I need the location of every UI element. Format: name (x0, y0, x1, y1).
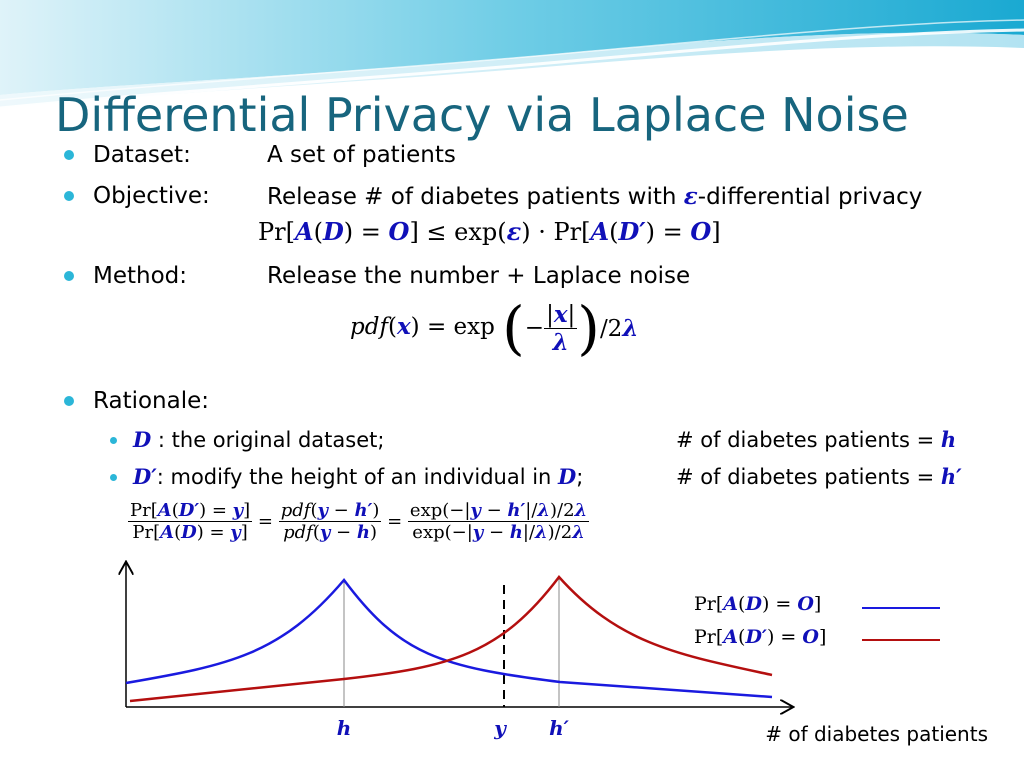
legend-entry-blue: Pr[A(D) = O] (694, 593, 822, 615)
marker-label-hprime: h′ (549, 716, 570, 740)
ratio-formula: Pr[A(D′) = y] Pr[A(D) = y] = pdf(y − h′) p… (128, 500, 590, 543)
series-red-curve (129, 575, 773, 703)
dataset-label: Dataset: (93, 142, 191, 168)
slide-title: Differential Privacy via Laplace Noise (55, 88, 909, 142)
laplace-pdf-formula: pdf(x) = exp (− |x| λ)/2λ (350, 294, 639, 362)
method-label: Method: (93, 263, 188, 289)
dataset-value: A set of patients (267, 142, 456, 168)
x-axis-label: # of diabetes patients (765, 722, 988, 746)
series-blue-curve (125, 577, 773, 699)
bullet-icon (64, 271, 74, 281)
objective-label: Objective: (93, 183, 210, 209)
marker-label-y: y (493, 716, 507, 740)
legend-entry-red: Pr[A(D′) = O] (694, 626, 827, 648)
sub-bullet-dprime: D′: modify the height of an individual i… (133, 464, 584, 489)
bullet-icon (64, 191, 74, 201)
method-value: Release the number + Laplace noise (267, 263, 691, 289)
sub-bullet-icon (110, 437, 117, 444)
dp-definition-formula: Pr[A(D) = O] ≤ exp(ε) · Pr[A(D′) = O] (258, 217, 721, 246)
sub-bullet-dprime-count: # of diabetes patients = h′ (676, 464, 962, 489)
sub-bullet-d-count: # of diabetes patients = h (676, 427, 957, 452)
header-wave-decoration (0, 0, 1024, 110)
sub-bullet-d: D : the original dataset; (133, 427, 385, 452)
laplace-chart: h y h′ # of diabetes patients (0, 555, 988, 746)
rationale-label: Rationale: (93, 388, 210, 414)
marker-label-h: h (337, 716, 352, 740)
objective-value: Release # of diabetes patients with ε-di… (267, 183, 923, 210)
sub-bullet-icon (110, 474, 117, 481)
bullet-icon (64, 396, 74, 406)
bullet-icon (64, 150, 74, 160)
